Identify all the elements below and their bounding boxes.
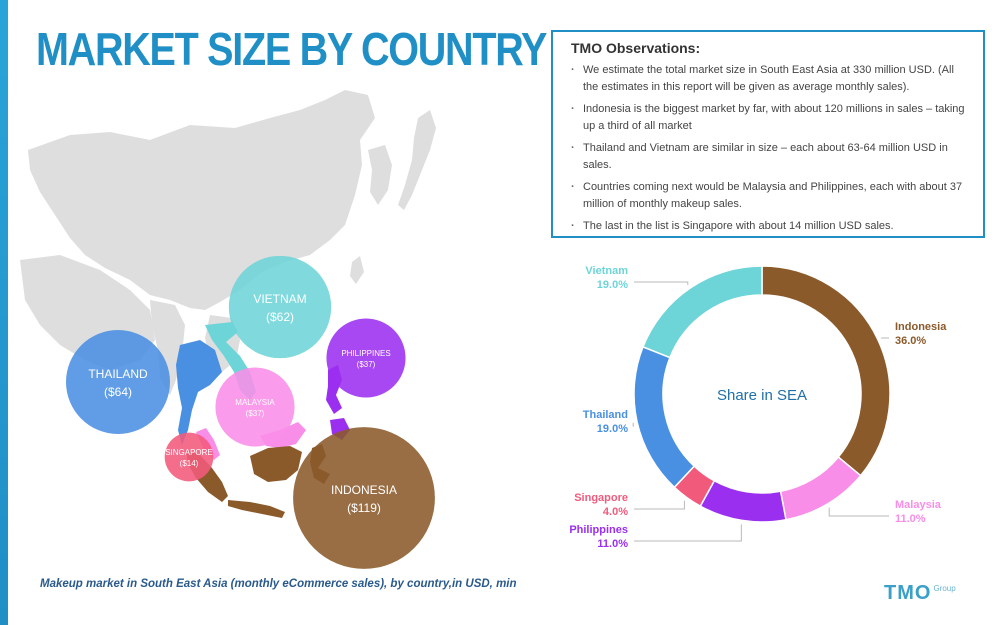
bubble-value-label: ($37) — [357, 360, 376, 369]
observation-item: The last in the list is Singapore with a… — [571, 218, 969, 235]
observations-list: We estimate the total market size in Sou… — [571, 62, 969, 235]
land-kalimantan — [250, 446, 302, 482]
observation-item: Countries coming next would be Malaysia … — [571, 179, 969, 213]
bubble-label: THAILAND — [88, 367, 148, 381]
observations-box: TMO Observations: We estimate the total … — [551, 30, 985, 238]
slice-value-label: 4.0% — [603, 506, 628, 518]
logo-main: TMO — [884, 582, 932, 604]
leader-line — [634, 500, 685, 510]
slice-malaysia — [779, 456, 862, 521]
bubble-label: VIETNAM — [253, 292, 306, 306]
slice-indonesia — [761, 265, 891, 477]
slice-value-label: 19.0% — [597, 423, 628, 435]
land-java — [228, 500, 285, 518]
observations-heading: TMO Observations: — [571, 40, 701, 56]
bubble-label: INDONESIA — [331, 483, 397, 497]
bubble-value-label: ($14) — [180, 459, 199, 468]
slice-thailand — [633, 345, 696, 489]
bubble-value-label: ($62) — [266, 310, 294, 324]
slice-value-label: 11.0% — [895, 513, 926, 525]
slice-value-label: 19.0% — [597, 279, 628, 291]
accent-bar — [0, 0, 8, 625]
slice-name-label: Philippines — [569, 524, 628, 536]
leader-line — [634, 524, 742, 542]
land-japan — [398, 110, 436, 210]
tmo-logo: TMO Group — [884, 582, 956, 605]
bubble-indonesia — [293, 427, 435, 569]
bubble-label: MALAYSIA — [235, 398, 275, 407]
land-china — [28, 90, 375, 310]
bubble-value-label: ($119) — [347, 501, 381, 515]
page-title: MARKET SIZE BY COUNTRY — [36, 23, 547, 75]
observation-item: We estimate the total market size in Sou… — [571, 62, 969, 96]
bubble-malaysia — [215, 367, 295, 447]
leader-line — [634, 281, 689, 285]
slice-name-label: Malaysia — [895, 499, 942, 511]
leader-line — [828, 507, 889, 517]
bubble-layer: THAILAND ($64) VIETNAM ($62) PHILIPPINES ($37… — [66, 255, 435, 569]
bubble-singapore — [164, 432, 214, 482]
observation-item: Indonesia is the biggest market by far, … — [571, 101, 969, 135]
chart-caption: Makeup market in South East Asia (monthl… — [40, 578, 517, 590]
slice-name-label: Indonesia — [895, 321, 947, 333]
donut-center-title: Share in SEA — [717, 387, 807, 404]
slice-philippines — [699, 479, 787, 523]
slice-name-label: Singapore — [574, 492, 628, 504]
slice-name-label: Thailand — [583, 409, 628, 421]
share-donut-chart: Indonesia 36.0% Malaysia 11.0% Philippines 11… — [569, 265, 947, 550]
land-korea — [368, 145, 392, 205]
slice-value-label: 36.0% — [895, 335, 926, 347]
bubble-label: PHILIPPINES — [341, 349, 390, 358]
bubble-label: SINGAPORE — [165, 448, 213, 457]
bubble-map: THAILAND ($64) VIETNAM ($62) PHILIPPINES ($37… — [20, 90, 436, 569]
slice-name-label: Vietnam — [585, 265, 628, 277]
bubble-thailand — [66, 330, 170, 434]
slice-vietnam — [642, 265, 763, 359]
land-thailand — [176, 340, 222, 445]
bubble-philippines — [326, 318, 406, 398]
land-taiwan — [350, 256, 364, 284]
bubble-value-label: ($64) — [104, 385, 132, 399]
land-myanmar — [150, 300, 185, 395]
logo-sub: Group — [933, 584, 956, 593]
bubble-value-label: ($37) — [246, 409, 265, 418]
observation-item: Thailand and Vietnam are similar in size… — [571, 140, 969, 174]
leader-line — [632, 422, 634, 427]
bubble-vietnam — [228, 255, 332, 359]
slice-value-label: 11.0% — [597, 538, 628, 550]
